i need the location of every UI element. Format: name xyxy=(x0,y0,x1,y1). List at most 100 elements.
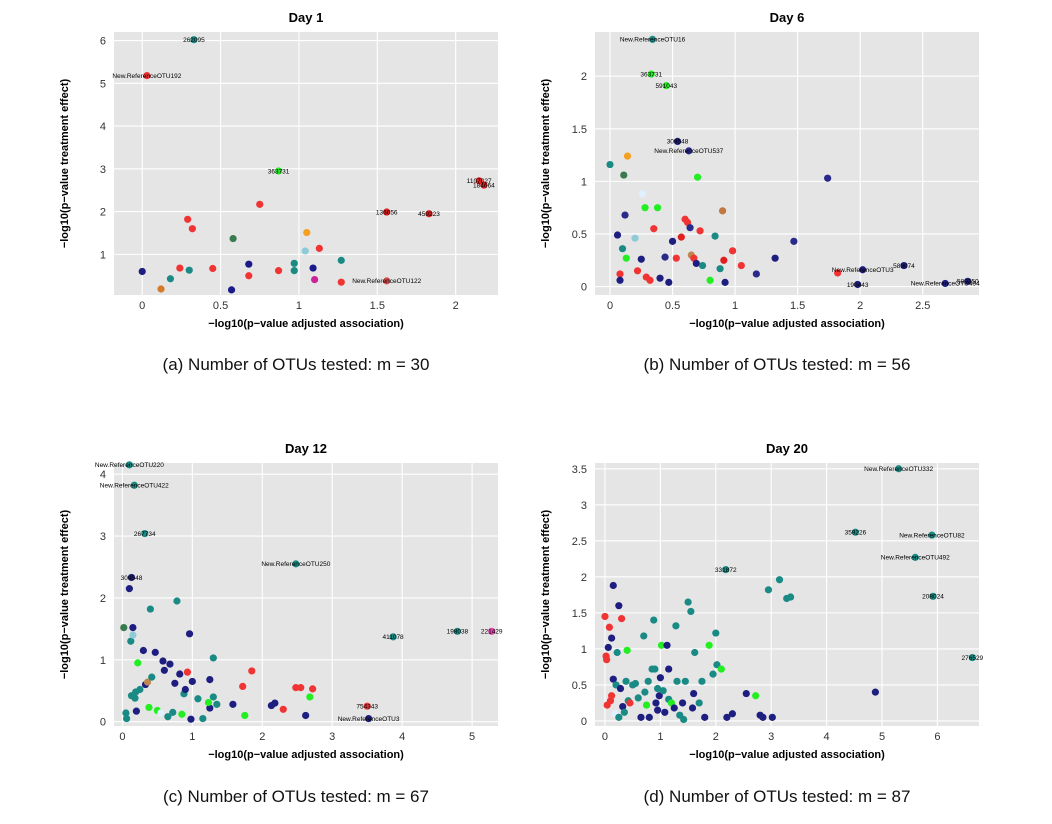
y-tick-label: 0 xyxy=(581,282,587,294)
data-point xyxy=(691,648,699,657)
point-label: 198038 xyxy=(447,629,469,636)
point-label: 754343 xyxy=(356,703,378,710)
point-label: 190443 xyxy=(847,282,869,289)
x-tick-label: 5 xyxy=(879,731,885,743)
data-point xyxy=(692,259,700,268)
x-tick-label: 6 xyxy=(934,731,940,743)
x-tick-label: 2 xyxy=(857,300,863,312)
point-label: 1107027 xyxy=(467,178,492,185)
data-point xyxy=(698,677,706,685)
data-point xyxy=(657,641,666,649)
data-point xyxy=(204,698,213,707)
data-point xyxy=(686,224,694,232)
data-point xyxy=(672,254,680,262)
data-point xyxy=(645,713,653,721)
data-point xyxy=(141,529,149,538)
y-tick-label: 4 xyxy=(100,469,106,481)
data-point xyxy=(775,576,784,584)
data-point xyxy=(613,231,622,239)
data-point xyxy=(171,679,179,687)
data-point xyxy=(187,715,195,723)
data-point xyxy=(654,706,662,714)
data-point xyxy=(389,633,397,641)
data-point xyxy=(302,711,310,720)
data-point xyxy=(709,670,717,678)
data-point xyxy=(136,685,144,694)
data-point xyxy=(279,705,287,713)
data-point xyxy=(290,259,298,267)
data-point xyxy=(790,237,798,245)
data-point xyxy=(672,622,680,630)
data-point xyxy=(619,702,627,711)
x-tick-label: 3 xyxy=(768,731,774,743)
point-label: 208024 xyxy=(922,594,944,601)
data-point xyxy=(209,654,217,662)
data-point xyxy=(677,233,685,241)
data-point xyxy=(301,247,309,255)
data-point xyxy=(685,147,693,155)
y-tick-label: 1 xyxy=(581,176,587,188)
data-point xyxy=(663,641,671,649)
point-label: 276529 xyxy=(961,655,983,662)
y-tick-label: 1 xyxy=(581,644,587,656)
point-label: New.ReferenceOTU494 xyxy=(911,281,980,288)
y-tick-label: 2 xyxy=(100,593,106,605)
data-point xyxy=(652,699,660,707)
y-tick-label: 0.5 xyxy=(572,229,587,241)
data-point xyxy=(239,682,247,690)
data-point xyxy=(768,713,776,721)
data-point xyxy=(297,684,305,692)
data-point xyxy=(638,190,647,198)
data-point xyxy=(941,279,949,288)
data-point xyxy=(673,137,682,146)
data-point xyxy=(626,699,634,707)
data-point xyxy=(640,632,648,640)
data-point xyxy=(895,465,903,473)
data-point xyxy=(453,627,462,635)
data-point xyxy=(290,267,298,275)
data-point xyxy=(688,704,697,712)
data-point xyxy=(615,602,623,610)
panel-caption: (b) Number of OTUs tested: m = 56 xyxy=(644,355,911,374)
data-point xyxy=(337,278,345,286)
data-point xyxy=(871,688,879,696)
data-point xyxy=(185,630,194,638)
data-point xyxy=(668,237,677,245)
y-tick-label: 6 xyxy=(100,36,106,48)
data-point xyxy=(131,694,139,702)
data-point xyxy=(604,643,612,652)
data-point xyxy=(176,264,184,272)
data-point xyxy=(722,566,730,574)
x-tick-label: 1.5 xyxy=(790,300,805,312)
data-point xyxy=(601,612,609,621)
chart-title: Day 6 xyxy=(770,10,805,25)
point-label: New.ReferenceOTU220 xyxy=(95,462,164,469)
panel-caption: (c) Number of OTUs tested: m = 67 xyxy=(163,787,429,806)
data-point xyxy=(383,277,391,285)
data-point xyxy=(690,689,698,698)
data-point xyxy=(311,276,319,284)
data-point xyxy=(851,528,860,536)
data-point xyxy=(701,713,709,721)
x-axis-label: −log10(p−value adjusted association) xyxy=(689,749,885,761)
chart-title: Day 20 xyxy=(766,441,808,456)
data-point xyxy=(129,631,137,639)
data-point xyxy=(125,461,133,469)
data-point xyxy=(687,607,695,616)
data-point xyxy=(206,675,214,684)
data-point xyxy=(199,714,207,723)
data-point xyxy=(480,181,488,189)
panel-caption: (a) Number of OTUs tested: m = 30 xyxy=(163,355,430,374)
data-point xyxy=(127,573,136,582)
data-point xyxy=(659,687,667,695)
y-tick-label: 1.5 xyxy=(572,608,587,620)
data-point xyxy=(127,637,135,645)
data-point xyxy=(120,624,128,632)
data-point xyxy=(705,641,713,649)
plot-background xyxy=(114,463,498,726)
data-point xyxy=(166,660,174,668)
data-point xyxy=(681,677,689,685)
y-tick-label: 3 xyxy=(100,531,106,543)
data-point xyxy=(241,711,249,720)
data-point xyxy=(303,228,311,237)
